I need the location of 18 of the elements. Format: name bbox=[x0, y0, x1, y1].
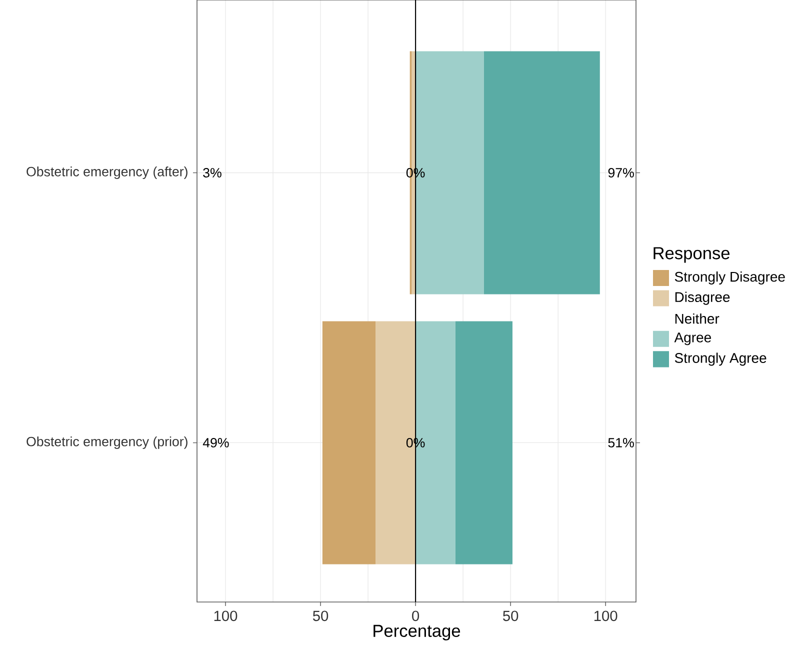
legend-label: Strongly Agree bbox=[674, 352, 766, 366]
legend-label: Agree bbox=[674, 332, 711, 346]
text: Neither bbox=[675, 313, 720, 324]
x-tick-label: 50 bbox=[312, 610, 328, 622]
annotation: 49% bbox=[202, 438, 229, 448]
y-tick-label: Obstetric emergency (after) bbox=[26, 166, 188, 179]
x-tick-label: 0 bbox=[412, 610, 420, 622]
x-tick-label: 50 bbox=[503, 610, 518, 622]
legend-label: Disagree bbox=[675, 292, 730, 305]
x-axis-title: Percentage bbox=[374, 624, 460, 640]
legend-label: Strongly Disagree bbox=[674, 271, 785, 285]
y-tick-label: Obstetric emergency (prior) bbox=[26, 436, 188, 449]
annotation: 51% bbox=[608, 438, 634, 448]
annotation: 3% bbox=[203, 168, 222, 178]
x-tick-label: 100 bbox=[594, 610, 618, 622]
x-tick-label: 100 bbox=[214, 610, 238, 622]
annotation: 97% bbox=[608, 168, 634, 178]
legend-title: Response bbox=[654, 247, 730, 263]
